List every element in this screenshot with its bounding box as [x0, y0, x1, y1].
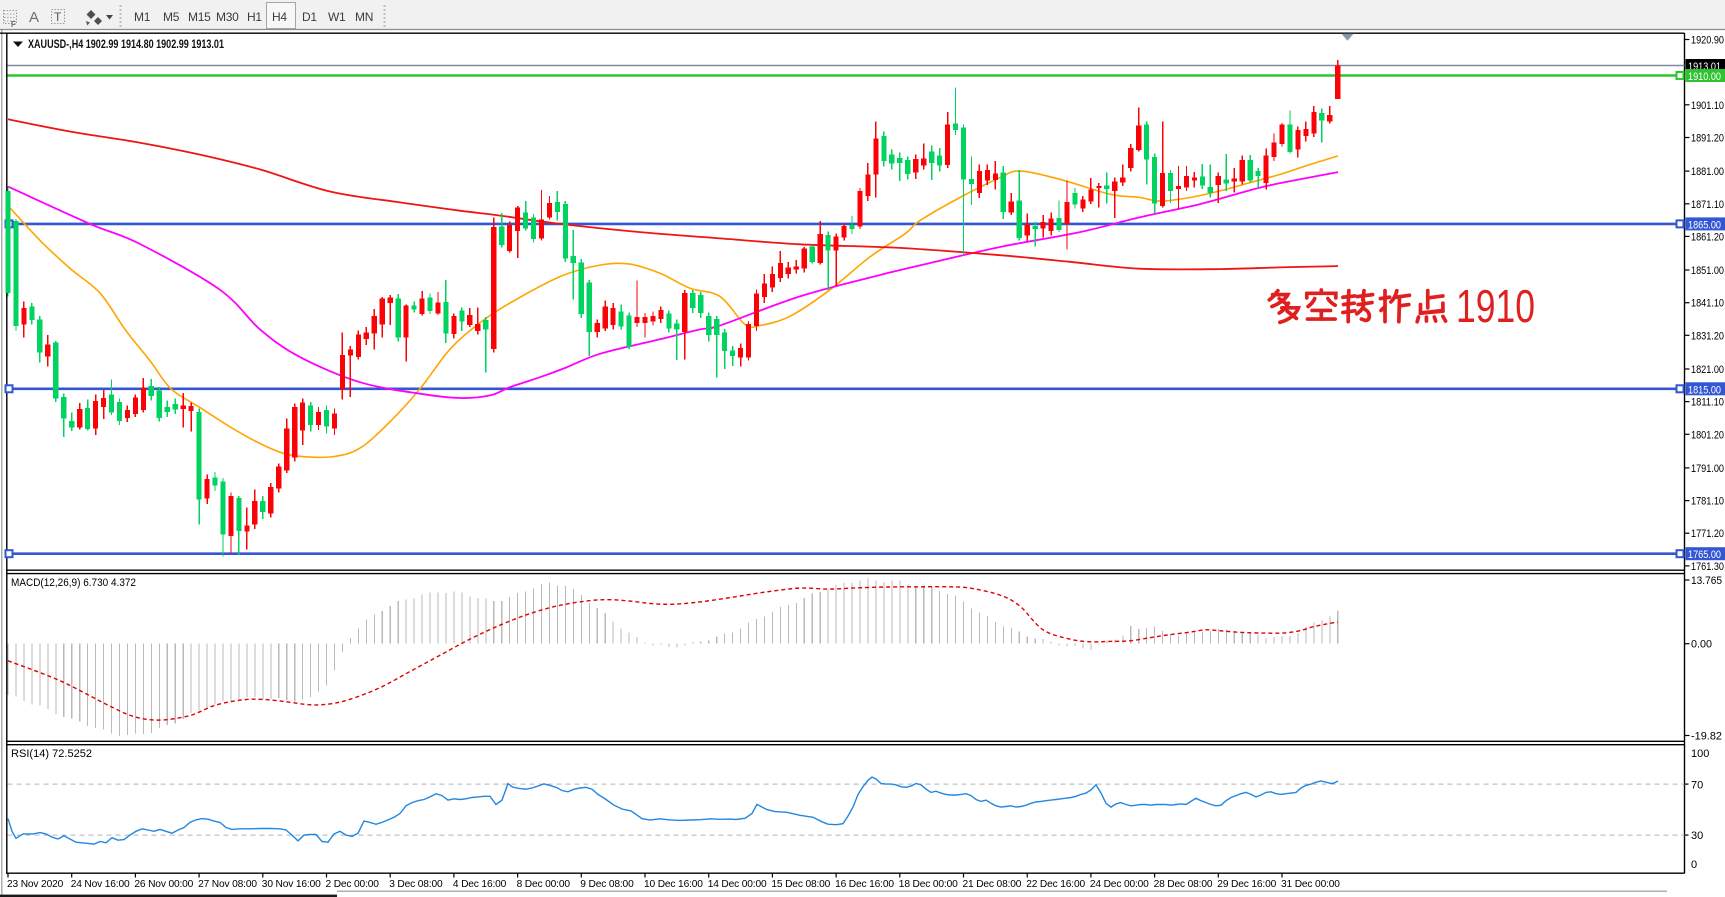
svg-text:1910.00: 1910.00	[1688, 71, 1721, 83]
svg-text:RSI(14) 72.5252: RSI(14) 72.5252	[11, 748, 92, 760]
svg-text:H4: H4	[272, 10, 287, 24]
svg-text:MN: MN	[355, 10, 373, 24]
svg-text:28 Dec 08:00: 28 Dec 08:00	[1154, 879, 1213, 890]
svg-text:F: F	[11, 20, 16, 29]
svg-text:15 Dec 08:00: 15 Dec 08:00	[771, 879, 830, 890]
svg-text:31 Dec 00:00: 31 Dec 00:00	[1281, 879, 1340, 890]
svg-text:9 Dec 08:00: 9 Dec 08:00	[580, 879, 634, 890]
svg-text:29 Dec 16:00: 29 Dec 16:00	[1217, 879, 1276, 890]
svg-text:10 Dec 16:00: 10 Dec 16:00	[644, 879, 703, 890]
svg-text:1871.10: 1871.10	[1691, 199, 1724, 211]
svg-text:M15: M15	[188, 10, 211, 24]
svg-text:1815.00: 1815.00	[1688, 384, 1721, 396]
svg-text:M30: M30	[216, 10, 239, 24]
svg-text:1851.00: 1851.00	[1691, 265, 1724, 277]
svg-text:1910: 1910	[1456, 280, 1535, 332]
svg-text:1920.90: 1920.90	[1691, 35, 1724, 47]
svg-text:3 Dec 08:00: 3 Dec 08:00	[389, 879, 443, 890]
svg-text:1781.10: 1781.10	[1691, 496, 1724, 508]
svg-text:M1: M1	[134, 10, 151, 24]
svg-text:MACD(12,26,9) 6.730 4.372: MACD(12,26,9) 6.730 4.372	[11, 577, 136, 589]
svg-text:D1: D1	[302, 10, 317, 24]
svg-text:1841.10: 1841.10	[1691, 298, 1724, 310]
svg-text:16 Dec 16:00: 16 Dec 16:00	[835, 879, 894, 890]
svg-text:0.00: 0.00	[1691, 639, 1712, 651]
svg-text:1891.20: 1891.20	[1691, 133, 1724, 145]
svg-text:2 Dec 00:00: 2 Dec 00:00	[326, 879, 380, 890]
svg-text:22 Dec 16:00: 22 Dec 16:00	[1026, 879, 1085, 890]
svg-text:4 Dec 16:00: 4 Dec 16:00	[453, 879, 507, 890]
svg-text:1761.30: 1761.30	[1691, 561, 1724, 573]
svg-text:1881.00: 1881.00	[1691, 166, 1724, 178]
svg-text:1821.00: 1821.00	[1691, 364, 1724, 376]
svg-text:14 Dec 00:00: 14 Dec 00:00	[708, 879, 767, 890]
svg-text:1811.10: 1811.10	[1691, 397, 1724, 409]
svg-text:1765.00: 1765.00	[1688, 549, 1721, 561]
svg-text:30 Nov 16:00: 30 Nov 16:00	[262, 879, 321, 890]
svg-text:27 Nov 08:00: 27 Nov 08:00	[198, 879, 257, 890]
svg-text:24 Dec 00:00: 24 Dec 00:00	[1090, 879, 1149, 890]
svg-text:1901.10: 1901.10	[1691, 100, 1724, 112]
svg-text:1865.00: 1865.00	[1688, 219, 1721, 231]
svg-text:1791.00: 1791.00	[1691, 463, 1724, 475]
svg-text:8 Dec 00:00: 8 Dec 00:00	[517, 879, 571, 890]
svg-text:1771.20: 1771.20	[1691, 528, 1724, 540]
svg-text:A: A	[29, 9, 39, 26]
svg-text:-19.82: -19.82	[1691, 731, 1722, 743]
svg-text:13.765: 13.765	[1691, 575, 1722, 587]
svg-text:H1: H1	[247, 10, 262, 24]
svg-text:21 Dec 08:00: 21 Dec 08:00	[963, 879, 1022, 890]
svg-text:70: 70	[1691, 780, 1703, 792]
svg-text:1801.20: 1801.20	[1691, 429, 1724, 441]
svg-text:100: 100	[1691, 748, 1709, 760]
svg-text:M5: M5	[163, 10, 180, 24]
svg-text:0: 0	[1691, 859, 1697, 871]
svg-text:T: T	[54, 10, 62, 24]
svg-text:XAUUSD-,H4 1902.99 1914.80 19: XAUUSD-,H4 1902.99 1914.80 1902.99 1913.…	[28, 39, 224, 51]
svg-text:26 Nov 00:00: 26 Nov 00:00	[134, 879, 193, 890]
svg-text:18 Dec 00:00: 18 Dec 00:00	[899, 879, 958, 890]
svg-text:24 Nov 16:00: 24 Nov 16:00	[71, 879, 130, 890]
svg-text:23 Nov 2020: 23 Nov 2020	[7, 879, 64, 890]
svg-text:W1: W1	[328, 10, 346, 24]
svg-text:1831.20: 1831.20	[1691, 330, 1724, 342]
svg-text:1861.20: 1861.20	[1691, 231, 1724, 243]
svg-text:30: 30	[1691, 830, 1703, 842]
